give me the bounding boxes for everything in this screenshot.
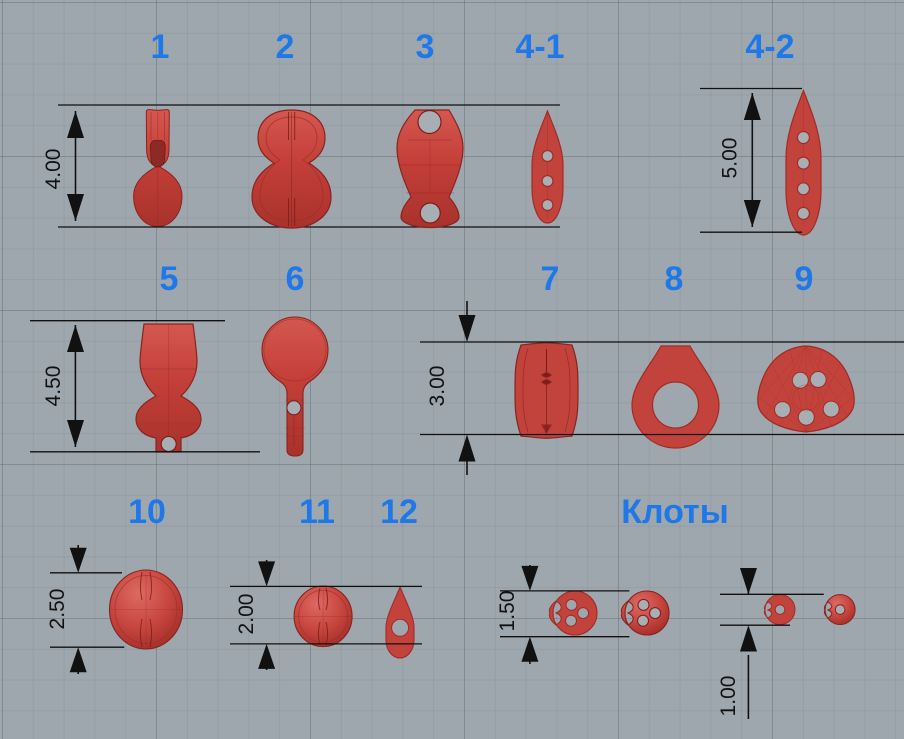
svg-text:5.00: 5.00: [719, 138, 742, 179]
svg-text:2.00: 2.00: [235, 594, 258, 635]
svg-text:4.00: 4.00: [42, 149, 65, 190]
svg-text:4.50: 4.50: [42, 366, 65, 407]
svg-text:2.50: 2.50: [46, 589, 69, 630]
svg-text:1.50: 1.50: [496, 591, 519, 632]
svg-text:1.00: 1.00: [717, 676, 740, 717]
svg-text:3.00: 3.00: [426, 366, 449, 407]
